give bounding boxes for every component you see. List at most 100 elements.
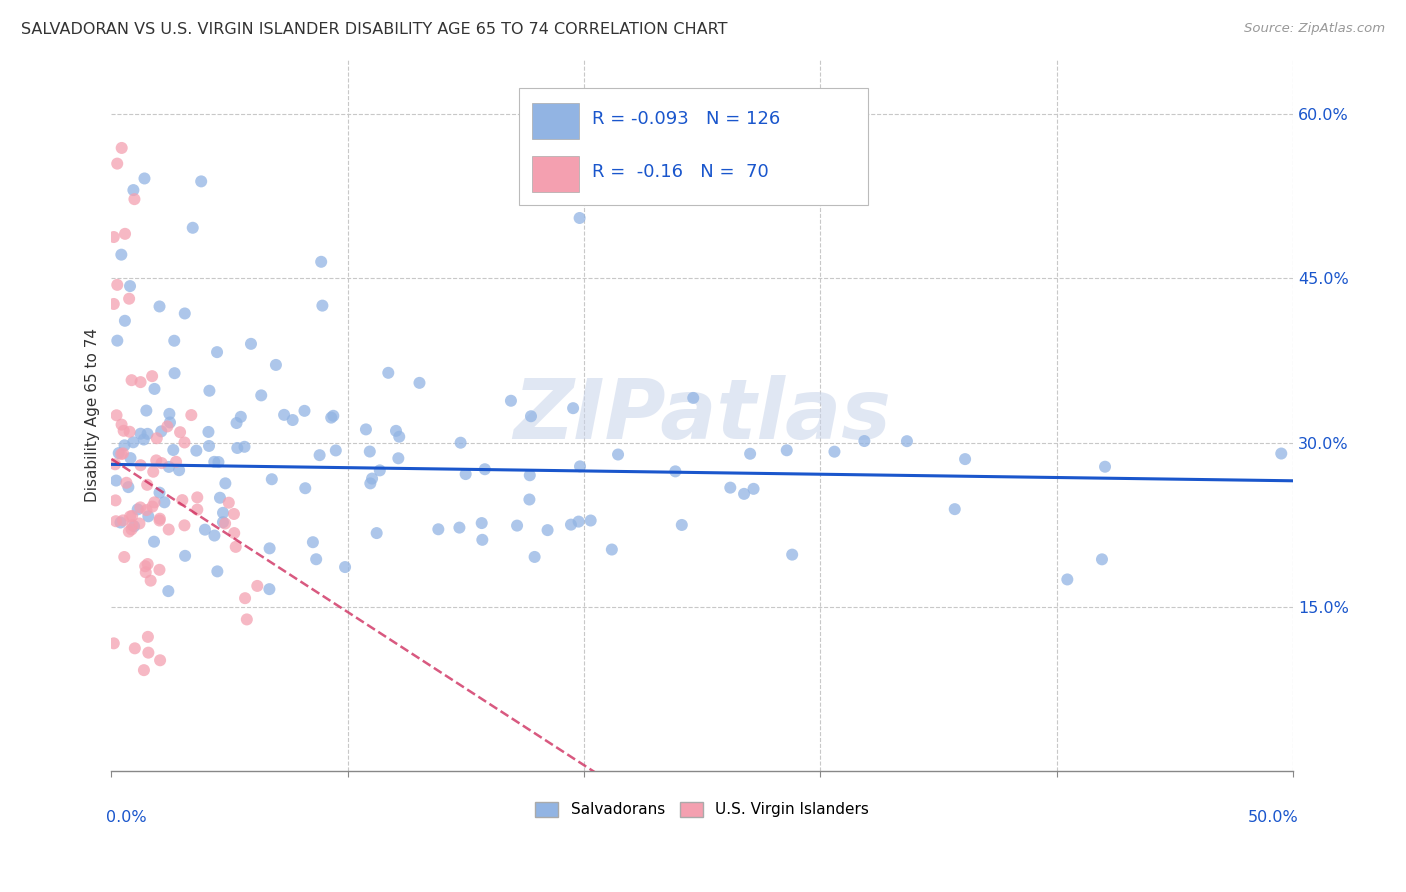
- Point: [134, 171, 156, 186]
- Point: [776, 443, 799, 458]
- Point: [174, 549, 197, 563]
- Point: [105, 409, 128, 423]
- Point: [214, 516, 236, 531]
- Point: [294, 404, 316, 418]
- Point: [250, 388, 273, 402]
- Point: [197, 425, 219, 439]
- Point: [853, 434, 876, 448]
- Point: [225, 540, 247, 554]
- Point: [124, 192, 146, 206]
- Point: [118, 279, 141, 293]
- Point: [146, 431, 169, 445]
- Text: 0.0%: 0.0%: [105, 810, 146, 825]
- Point: [150, 456, 173, 470]
- Point: [138, 646, 160, 660]
- Point: [225, 416, 247, 430]
- Point: [173, 518, 195, 533]
- Point: [157, 459, 180, 474]
- Point: [120, 509, 142, 524]
- FancyBboxPatch shape: [519, 88, 868, 205]
- Point: [408, 376, 430, 390]
- Point: [173, 435, 195, 450]
- Point: [110, 248, 132, 262]
- Point: [506, 518, 529, 533]
- Point: [520, 409, 543, 424]
- Point: [118, 524, 141, 539]
- Point: [136, 426, 159, 441]
- Point: [212, 506, 235, 520]
- Point: [302, 535, 325, 549]
- Point: [114, 438, 136, 452]
- Point: [103, 636, 125, 650]
- FancyBboxPatch shape: [531, 156, 579, 192]
- Point: [333, 560, 356, 574]
- Y-axis label: Disability Age 65 to 74: Disability Age 65 to 74: [86, 328, 100, 502]
- Point: [111, 513, 134, 527]
- Text: Source: ZipAtlas.com: Source: ZipAtlas.com: [1244, 22, 1385, 36]
- Point: [568, 211, 591, 225]
- Point: [246, 579, 269, 593]
- Point: [226, 441, 249, 455]
- Point: [385, 424, 408, 438]
- Point: [224, 526, 246, 541]
- Point: [148, 485, 170, 500]
- Point: [120, 451, 142, 466]
- Point: [157, 407, 180, 421]
- Point: [664, 464, 686, 478]
- Point: [112, 549, 135, 564]
- Point: [294, 481, 316, 495]
- Text: R = -0.093   N = 126: R = -0.093 N = 126: [592, 111, 780, 128]
- Point: [208, 491, 231, 505]
- Point: [122, 435, 145, 450]
- Point: [198, 439, 221, 453]
- Legend: Salvadorans, U.S. Virgin Islanders: Salvadorans, U.S. Virgin Islanders: [529, 796, 875, 823]
- Point: [132, 663, 155, 677]
- Point: [273, 408, 295, 422]
- Point: [148, 563, 170, 577]
- Point: [141, 500, 163, 514]
- Text: 50.0%: 50.0%: [1249, 810, 1299, 825]
- Point: [121, 518, 143, 533]
- Point: [163, 366, 186, 380]
- Point: [103, 230, 125, 244]
- Point: [165, 455, 187, 469]
- Point: [150, 425, 173, 439]
- Point: [122, 519, 145, 533]
- Point: [471, 533, 494, 547]
- Point: [449, 520, 471, 534]
- Point: [305, 552, 328, 566]
- Point: [204, 528, 226, 542]
- Point: [105, 474, 128, 488]
- Point: [671, 518, 693, 533]
- Point: [236, 612, 259, 626]
- Point: [149, 653, 172, 667]
- Point: [354, 422, 377, 436]
- Point: [322, 409, 344, 423]
- Point: [212, 515, 235, 529]
- Point: [121, 373, 143, 387]
- Point: [450, 435, 472, 450]
- Point: [600, 542, 623, 557]
- Point: [129, 500, 152, 515]
- Point: [259, 582, 281, 596]
- Text: ZIPatlas: ZIPatlas: [513, 375, 891, 456]
- Point: [1091, 552, 1114, 566]
- Point: [499, 393, 522, 408]
- Point: [157, 584, 180, 599]
- Point: [229, 409, 252, 424]
- Point: [943, 502, 966, 516]
- Point: [240, 336, 263, 351]
- Point: [321, 410, 343, 425]
- Point: [114, 227, 136, 241]
- FancyBboxPatch shape: [531, 103, 579, 138]
- Point: [145, 453, 167, 467]
- Point: [325, 443, 347, 458]
- Point: [1056, 573, 1078, 587]
- Point: [127, 502, 149, 516]
- Point: [121, 508, 143, 523]
- Point: [167, 463, 190, 477]
- Point: [562, 401, 585, 416]
- Point: [311, 299, 333, 313]
- Point: [1270, 446, 1292, 460]
- Text: R =  -0.16   N =  70: R = -0.16 N = 70: [592, 163, 769, 181]
